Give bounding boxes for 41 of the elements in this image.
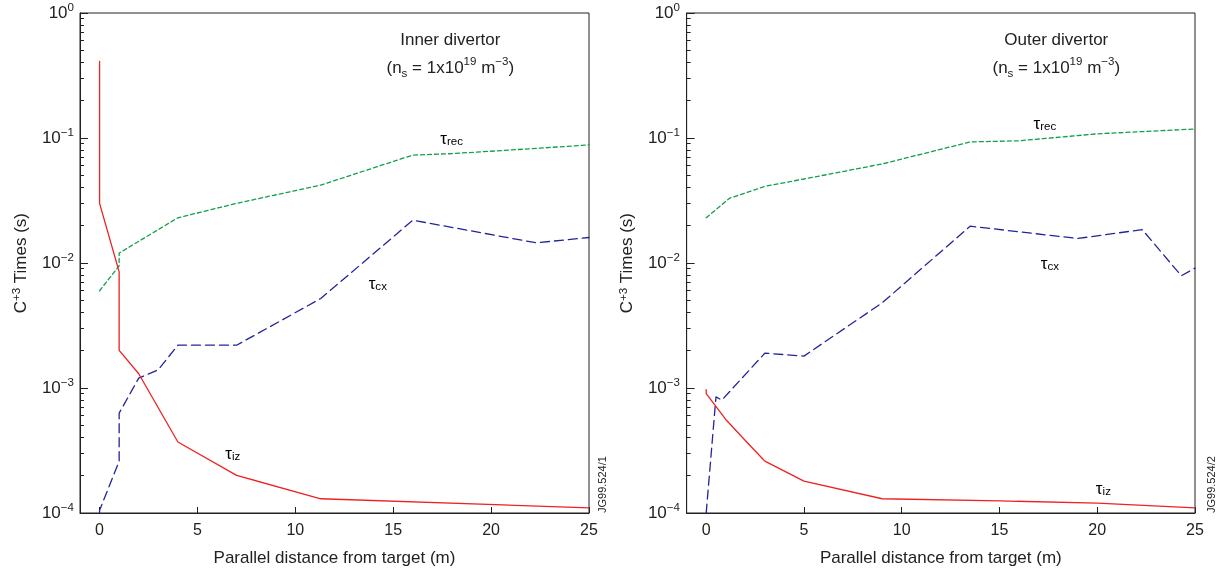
series-label: τcx [368,273,388,293]
y-tick-label: 10$^{0}$ [654,1,680,24]
x-tick-label: 0 [95,520,105,538]
line-series [705,225,1196,514]
x-axis-title: Parallel distance from target (m) [819,548,1062,567]
line-series [705,128,1196,219]
series-label: τiz [1095,478,1112,498]
x-tick-label: 25 [1186,520,1204,538]
x-tick-label: 20 [482,520,501,538]
series-label: τrec [440,128,464,148]
x-tick-label: 10 [892,520,911,538]
x-tick-label: 20 [1088,520,1107,538]
y-tick-label: 10$^{0}$ [48,1,74,24]
series-label: τcx [1040,253,1060,273]
x-tick-label: 0 [701,520,711,538]
text: JG99.524/2 [1204,456,1217,513]
y-tick-label: 10$^{−4}$ [41,501,74,524]
y-tick-label: 10$^{−3}$ [647,376,680,399]
y-tick-label: 10$^{−2}$ [41,251,74,274]
x-tick-label: 15 [384,520,403,538]
y-tick-label: 10$^{−3}$ [41,376,74,399]
x-tick-label: 5 [193,520,203,538]
text: Outer divertor [1004,29,1109,49]
x-tick-label: 15 [990,520,1009,538]
y-tick-label: 10$^{−2}$ [647,251,680,274]
series-label: τrec [1033,113,1057,133]
y-tick-label: 10$^{−1}$ [647,126,680,149]
x-tick-label: 10 [286,520,305,538]
y-tick-label: 10$^{−1}$ [41,126,74,149]
series-label: τiz [225,443,241,463]
x-tick-label: 5 [799,520,809,538]
y-axis-title: C+3 Times (s) [617,212,637,314]
line-series [98,219,590,514]
y-axis-title: C+3 Times (s) [10,212,30,314]
text: Inner divertor [400,29,501,49]
x-tick-label: 25 [580,520,598,538]
y-tick-label: 10$^{−4}$ [647,501,680,524]
x-axis-title: Parallel distance from target (m) [213,548,456,567]
text: JG99.524/1 [595,456,608,513]
line-series [705,389,1196,509]
line-series [98,144,590,292]
